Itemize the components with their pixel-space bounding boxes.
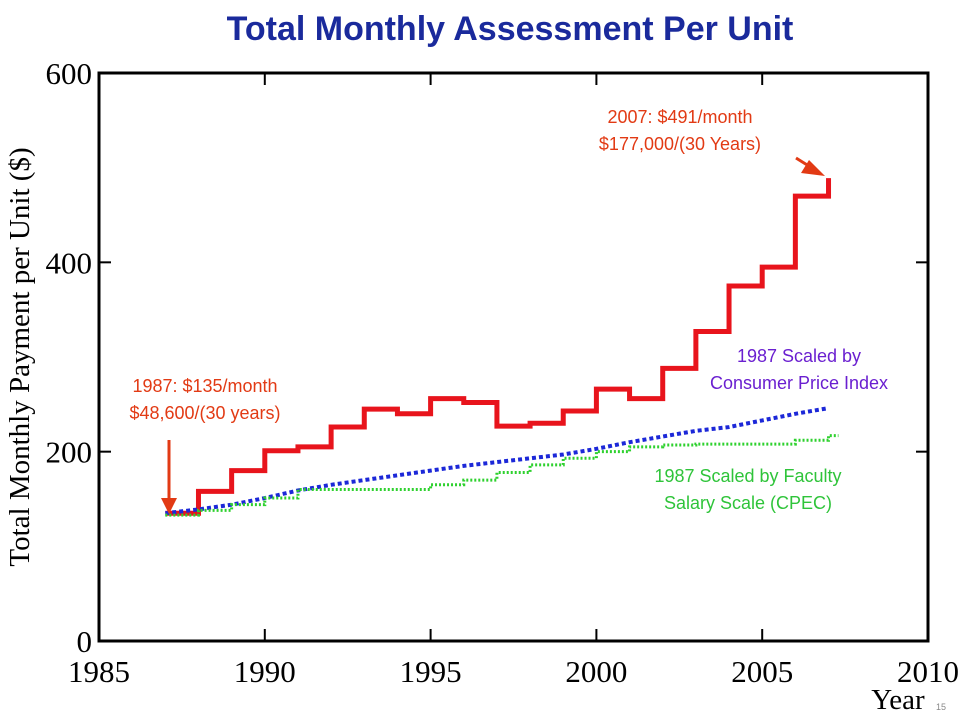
annotation-line: 1987 Scaled by (737, 346, 861, 366)
annotation-2007: 2007: $491/month $177,000/(30 Years) (599, 107, 761, 154)
x-tick-label: 1995 (400, 654, 462, 689)
y-tick-label: 200 (46, 435, 93, 470)
annotation-line: 1987: $135/month (132, 376, 277, 396)
series-layer (165, 178, 839, 517)
arrowhead-2007 (801, 160, 825, 176)
y-tick-label: 400 (46, 245, 93, 280)
annotation-arrows (161, 156, 825, 514)
annotation-line: $177,000/(30 Years) (599, 134, 761, 154)
x-tick-label: 1990 (234, 654, 296, 689)
annotation-cpi: 1987 Scaled by Consumer Price Index (710, 346, 888, 393)
annotation-line: Salary Scale (CPEC) (664, 493, 832, 513)
slide-number: 15 (935, 702, 946, 712)
annotation-faculty: 1987 Scaled by Faculty Salary Scale (CPEC… (654, 466, 841, 513)
series-line-2 (165, 406, 829, 516)
x-tick-label: 2000 (565, 654, 627, 689)
annotation-1987: 1987: $135/month $48,600/(30 years) (129, 376, 280, 423)
tick-marks (98, 72, 929, 642)
y-tick-label: 0 (77, 624, 93, 659)
annotation-line: Consumer Price Index (710, 373, 888, 393)
arrowhead-1987 (161, 498, 177, 514)
series-line-3 (165, 434, 839, 517)
chart-title: Total Monthly Assessment Per Unit (226, 10, 794, 48)
tick-labels: 1985 1990 1995 2000 2005 2010 0 200 400 600 (46, 56, 960, 689)
x-tick-label: 2010 (897, 654, 959, 689)
plot-frame (97, 71, 930, 643)
x-tick-label: 1985 (68, 654, 130, 689)
series-line-1 (165, 178, 832, 516)
x-axis-label: Year (871, 684, 925, 716)
x-tick-label: 2005 (731, 654, 793, 689)
annotation-line: $48,600/(30 years) (129, 403, 280, 423)
y-tick-label: 600 (46, 56, 93, 91)
annotation-line: 1987 Scaled by Faculty (654, 466, 841, 486)
annotation-line: 2007: $491/month (607, 107, 752, 127)
annotations: 1987: $135/month $48,600/(30 years) 2007: … (129, 107, 888, 513)
y-axis-label: Total Monthly Payment per Unit ($) (4, 147, 36, 566)
